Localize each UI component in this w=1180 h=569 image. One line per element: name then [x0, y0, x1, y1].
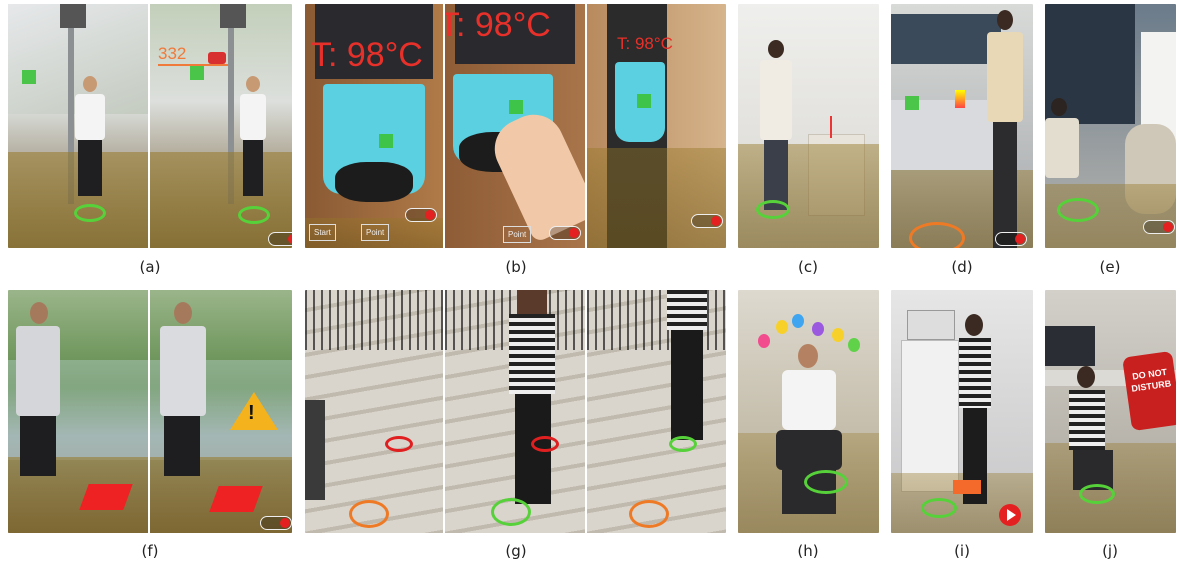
panel-b-frame-1: T: 98°C Start Point: [305, 4, 443, 248]
ar-position-ring: [238, 206, 270, 224]
person: [238, 76, 268, 196]
ar-floor-overlay: [587, 148, 726, 248]
caption-e: (e): [1099, 258, 1121, 276]
temperature-text: T: 98°C: [617, 34, 673, 53]
ar-position-ring: [756, 200, 790, 219]
caption-c: (c): [798, 258, 818, 276]
microwave: [907, 310, 955, 340]
panel-e: [1045, 4, 1176, 248]
ar-destination-ring: [909, 222, 965, 248]
panel-f: !: [8, 290, 292, 533]
person: [985, 10, 1025, 248]
person: [73, 76, 107, 196]
panel-a: 332: [8, 4, 292, 248]
panel-j: DO NOT DISTURB: [1045, 290, 1176, 533]
ar-step-ring: [491, 498, 531, 526]
monitor: [1045, 326, 1095, 366]
panel-d: [891, 4, 1033, 248]
ar-step-ring: [385, 436, 413, 452]
ar-marker: [509, 100, 523, 114]
ar-target-marker: [953, 480, 981, 494]
panel-f-frame-1: [8, 290, 148, 533]
ar-toggle-switch[interactable]: [1143, 220, 1175, 234]
caption-i: (i): [954, 542, 970, 560]
point-button[interactable]: Point: [503, 226, 532, 243]
ar-toggle-switch[interactable]: [268, 232, 292, 246]
panel-i: [891, 290, 1033, 533]
panel-h: [738, 290, 879, 533]
panel-g-frame-1: [305, 290, 443, 533]
ar-balloons: [752, 314, 862, 364]
start-button[interactable]: Start: [309, 224, 336, 241]
point-button[interactable]: Point: [361, 224, 390, 241]
person: [663, 290, 713, 440]
person: [955, 314, 995, 504]
person: [156, 302, 212, 492]
ar-position-ring: [74, 204, 106, 222]
ar-toggle-switch[interactable]: [995, 232, 1027, 246]
panel-a-frame-2: 332: [150, 4, 292, 248]
do-not-disturb-text: DO NOT DISTURB: [1130, 366, 1172, 394]
warning-icon-glyph: !: [248, 402, 255, 424]
ar-toggle-switch[interactable]: [691, 214, 723, 228]
caption-b: (b): [505, 258, 527, 276]
ar-step-ring: [349, 500, 389, 528]
ar-toggle-switch[interactable]: [405, 208, 437, 222]
car-icon: [208, 52, 226, 64]
panel-b-frame-2: T: 98°C Point: [445, 4, 585, 248]
ar-position-ring: [1079, 484, 1115, 504]
stair-railing: [305, 290, 443, 350]
ar-toggle-switch[interactable]: [260, 516, 292, 530]
panel-g: [305, 290, 726, 533]
panel-f-frame-2: !: [150, 290, 292, 533]
person: [12, 302, 62, 498]
ar-position-ring: [1057, 198, 1099, 222]
panel-g-frame-3: [587, 290, 726, 533]
ar-marker: [22, 70, 36, 84]
panel-g-frame-2: [445, 290, 585, 533]
panel-c: [738, 4, 879, 248]
ar-marker: [637, 94, 651, 108]
person: [756, 40, 796, 210]
ar-position-ring: [921, 498, 957, 518]
caption-g: (g): [505, 542, 527, 560]
cabinet-window: [891, 14, 1001, 64]
ar-position-ring: [804, 470, 848, 494]
panel-a-frame-1: [8, 4, 148, 248]
caption-a: (a): [139, 258, 161, 276]
ar-marker: [190, 66, 204, 80]
panel-b-frame-3: T: 98°C: [587, 4, 726, 248]
temperature-text: T: 98°C: [311, 36, 423, 74]
ar-step-ring: [669, 436, 697, 452]
refrigerator: [901, 340, 959, 492]
ar-marker: [379, 134, 393, 148]
caption-j: (j): [1102, 542, 1118, 560]
counter-text: 332: [158, 44, 187, 63]
ar-marker: [905, 96, 919, 110]
caption-f: (f): [141, 542, 159, 560]
person: [1063, 366, 1113, 506]
ar-toggle-switch[interactable]: [549, 226, 581, 240]
caption-h: (h): [797, 542, 819, 560]
person: [505, 290, 561, 510]
play-icon[interactable]: [999, 504, 1021, 526]
ar-step-ring: [629, 500, 669, 528]
ar-floor-overlay: [738, 144, 879, 248]
ar-step-ring: [531, 436, 559, 452]
panel-b: T: 98°C Start Point T: 98°C Point T: 98°…: [305, 4, 726, 248]
warning-icon: [230, 392, 278, 430]
caption-d: (d): [951, 258, 973, 276]
person: [1045, 98, 1095, 208]
temperature-text: T: 98°C: [445, 6, 551, 44]
ar-floor-overlay: [305, 218, 443, 248]
ar-object: [955, 90, 965, 108]
ar-floor-overlay: [150, 152, 292, 248]
do-not-disturb-sign: DO NOT DISTURB: [1122, 350, 1176, 432]
